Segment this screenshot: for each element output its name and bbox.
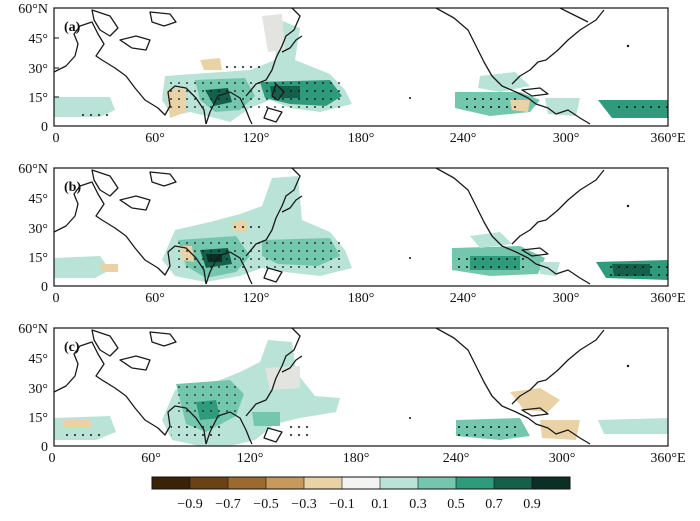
colorbar-frame — [151, 476, 571, 490]
lat-tick-a-0: 60°N — [18, 2, 48, 17]
colorbar-tick-label: −0.5 — [253, 497, 278, 512]
lon-tick-b-3: 180° — [348, 291, 375, 306]
correlation-field-b — [54, 168, 668, 285]
correlation-field-a — [54, 8, 668, 125]
colorbar-tick-label: 0.3 — [409, 497, 427, 512]
lon-tick-c-5: 300° — [549, 451, 576, 466]
lon-axis-b: 0 60° 120° 180° 240° 300° 360°E — [53, 291, 686, 306]
lat-tick-a-2: 30° — [28, 62, 48, 77]
lon-tick-a-6: 360°E — [650, 131, 685, 146]
lat-tick-c-3: 15° — [28, 411, 48, 426]
lon-tick-a-4: 240° — [450, 131, 477, 146]
colorbar-tick-label: −0.7 — [215, 497, 240, 512]
panel-label-b: (b) — [64, 180, 81, 195]
colorbar-swatch — [190, 477, 229, 489]
lat-axis-b: 60°N 45° 30° 15° 0 — [18, 162, 48, 295]
colorbar: −0.9 −0.7 −0.5 −0.3 −0.1 0.1 0.3 0.5 0.7 0.9 — [151, 476, 571, 512]
lon-tick-b-0: 0 — [53, 291, 60, 306]
colorbar-swatch — [342, 477, 381, 489]
lon-tick-c-0: 0 — [49, 451, 56, 466]
lon-tick-c-4: 240° — [443, 451, 470, 466]
map-frame-b — [53, 167, 669, 287]
lat-axis-c: 60°N 45° 30° 15° 0 — [18, 322, 48, 455]
colorbar-tick-label: −0.9 — [177, 497, 202, 512]
lat-tick-b-2: 30° — [28, 222, 48, 237]
lon-tick-c-6: 360°E — [650, 451, 685, 466]
colorbar-swatch — [532, 477, 571, 489]
map-frame-a — [53, 7, 669, 127]
panel-label-a: (a) — [64, 20, 81, 35]
lon-tick-b-5: 300° — [553, 291, 580, 306]
lon-axis-a: 0 60° 120° 180° 240° 300° 360°E — [53, 131, 686, 146]
lon-tick-c-2: 120° — [237, 451, 264, 466]
colorbar-swatch — [456, 477, 495, 489]
colorbar-tick-label: −0.3 — [291, 497, 316, 512]
lon-tick-b-2: 120° — [243, 291, 270, 306]
map-frame-c — [53, 327, 669, 447]
lon-tick-a-0: 0 — [53, 131, 60, 146]
colorbar-tick-label: −0.1 — [329, 497, 354, 512]
lat-tick-a-3: 15° — [28, 91, 48, 106]
map-panel-a: 60°N 45° 30° 15° 0 0 60° 120° 180° 240° … — [18, 2, 685, 146]
colorbar-swatch — [418, 477, 457, 489]
colorbar-tick-label: 0.1 — [371, 497, 389, 512]
lon-tick-c-3: 180° — [343, 451, 370, 466]
lon-tick-a-2: 120° — [243, 131, 270, 146]
lat-tick-c-2: 30° — [28, 382, 48, 397]
colorbar-tick-label: 0.7 — [485, 497, 503, 512]
colorbar-swatch — [266, 477, 305, 489]
lat-tick-b-3: 15° — [28, 251, 48, 266]
lon-axis-c: 0 60° 120° 180° 240° 300° 360°E — [49, 451, 686, 466]
lon-tick-b-4: 240° — [450, 291, 477, 306]
lat-tick-a-4: 0 — [41, 120, 48, 135]
lat-tick-b-1: 45° — [28, 192, 48, 207]
colorbar-swatch — [152, 477, 191, 489]
lon-tick-b-1: 60° — [145, 291, 165, 306]
colorbar-swatch — [304, 477, 343, 489]
correlation-field-c — [54, 328, 668, 446]
lon-tick-c-1: 60° — [141, 451, 161, 466]
lon-tick-a-3: 180° — [348, 131, 375, 146]
lat-axis-a: 60°N 45° 30° 15° 0 — [18, 2, 59, 135]
colorbar-tick-labels: −0.9 −0.7 −0.5 −0.3 −0.1 0.1 0.3 0.5 0.7 0.9 — [177, 477, 541, 512]
lat-tick-b-0: 60°N — [18, 162, 48, 177]
colorbar-swatches — [152, 477, 571, 489]
lon-tick-a-5: 300° — [553, 131, 580, 146]
colorbar-swatch — [494, 477, 533, 489]
map-panel-b: 60°N 45° 30° 15° 0 0 60° 120° 180° 240° … — [18, 162, 685, 306]
lat-tick-b-4: 0 — [41, 280, 48, 295]
lat-tick-a-1: 45° — [28, 32, 48, 47]
panel-label-c: (c) — [64, 340, 80, 355]
lat-tick-c-4: 0 — [41, 440, 48, 455]
colorbar-swatch — [228, 477, 267, 489]
colorbar-tick-label: 0.9 — [523, 497, 541, 512]
lon-tick-b-6: 360°E — [650, 291, 685, 306]
colorbar-swatch — [380, 477, 419, 489]
map-panel-c: 60°N 45° 30° 15° 0 0 60° 120° 180° 240° … — [18, 322, 685, 466]
lat-tick-c-0: 60°N — [18, 322, 48, 337]
lat-tick-c-1: 45° — [28, 352, 48, 367]
colorbar-tick-label: 0.5 — [447, 497, 465, 512]
lon-tick-a-1: 60° — [145, 131, 165, 146]
